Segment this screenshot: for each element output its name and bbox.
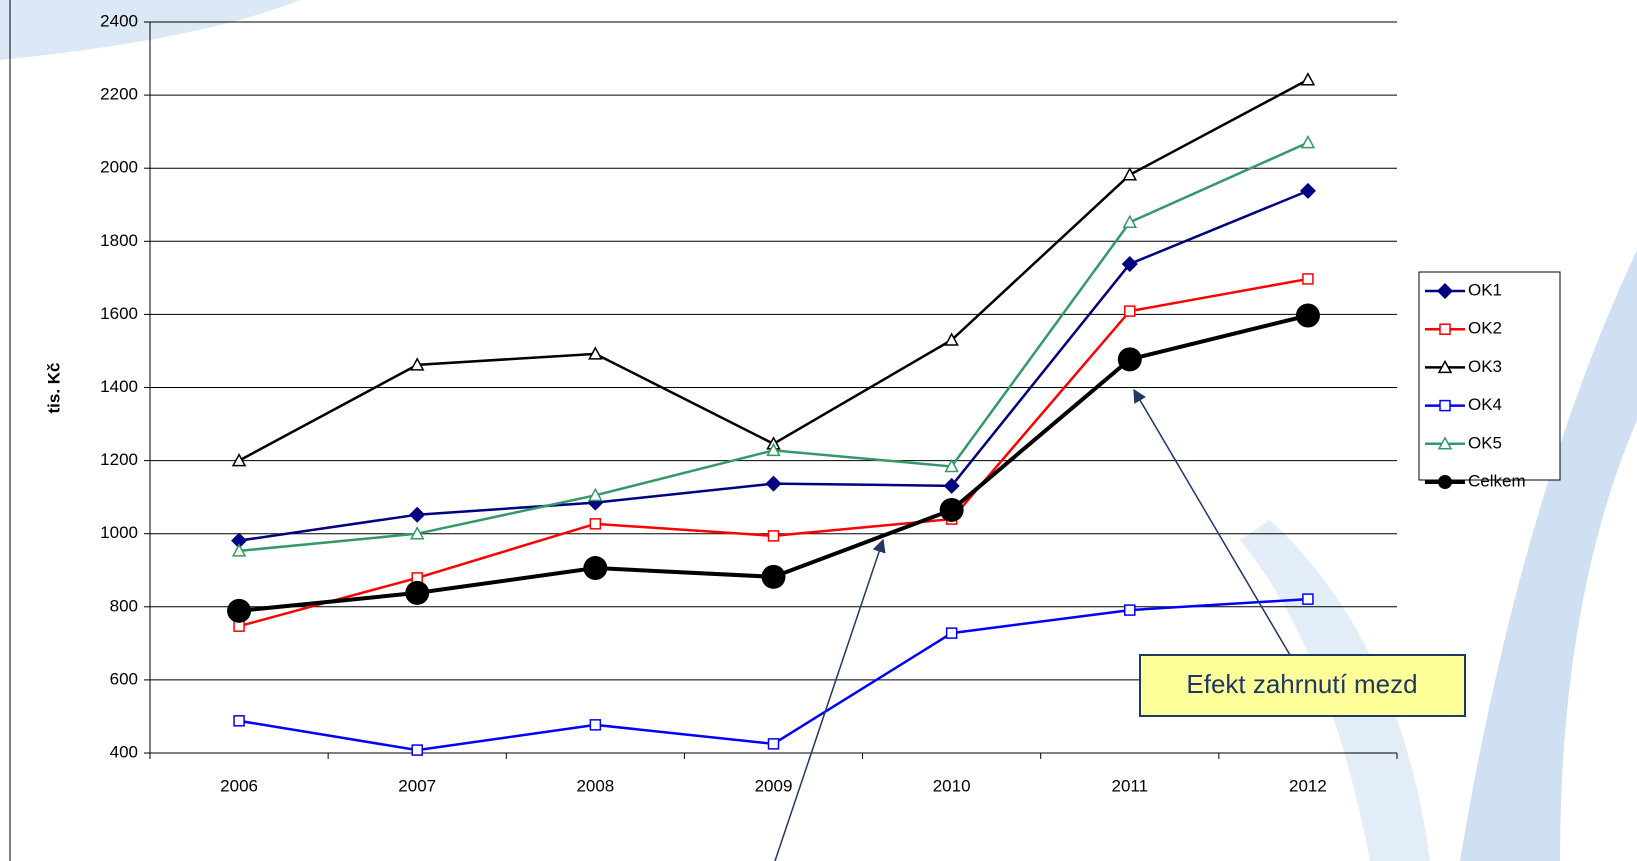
marker — [945, 627, 958, 639]
marker — [1302, 593, 1314, 605]
x-tick-label: 2007 — [398, 776, 436, 795]
legend-entry: OK3 — [1425, 357, 1502, 376]
y-tick-label: 1600 — [100, 304, 138, 323]
marker — [939, 497, 964, 522]
marker — [1124, 604, 1136, 616]
marker — [944, 332, 959, 346]
marker — [588, 346, 603, 360]
plot-area: 400 600 800 1000 1200 1400 1600 1800 2000 2200 240… — [100, 11, 1561, 795]
y-tick-label: 1800 — [100, 231, 138, 250]
marker — [589, 719, 602, 731]
marker — [588, 487, 603, 502]
marker — [1302, 273, 1314, 285]
legend-label: OK1 — [1468, 280, 1502, 299]
marker — [1439, 399, 1451, 412]
y-tick-label: 1400 — [100, 377, 138, 396]
legend-label: OK3 — [1468, 357, 1502, 376]
marker — [944, 458, 959, 473]
y-tick-label: 1200 — [100, 450, 138, 469]
legend-label: Celkem — [1468, 471, 1526, 490]
marker — [233, 715, 245, 727]
marker — [765, 475, 782, 492]
y-tick-label: 2200 — [100, 85, 138, 104]
annotation-text: Efekt zahrnutí mezd — [1186, 669, 1417, 699]
annotation-arrow — [1133, 388, 1291, 656]
y-tick-label: 1000 — [100, 523, 138, 542]
marker — [1300, 72, 1316, 86]
annotation-arrow — [774, 538, 886, 861]
marker — [589, 518, 602, 530]
legend-label: OK2 — [1468, 319, 1502, 338]
marker — [1124, 305, 1136, 317]
annotation: Efekt zahrnutí mezd — [774, 388, 1466, 861]
y-tick-label: 2400 — [100, 11, 138, 30]
legend-entry: OK1 — [1425, 280, 1502, 299]
y-tick-label: 800 — [110, 596, 138, 615]
y-tick-label: 600 — [110, 669, 138, 688]
annotation-box — [1139, 654, 1466, 717]
x-tick-label: 2008 — [576, 776, 614, 795]
marker — [767, 738, 780, 750]
legend-label: OK4 — [1468, 395, 1502, 414]
legend-entry: OK5 — [1425, 433, 1502, 452]
marker — [1437, 359, 1453, 374]
x-tick-label: 2011 — [1112, 776, 1149, 795]
marker — [1437, 436, 1453, 450]
marker — [1299, 182, 1316, 199]
marker — [1438, 475, 1452, 489]
y-tick-label: 2000 — [100, 158, 138, 177]
marker — [227, 598, 252, 623]
marker — [761, 564, 786, 589]
x-tick-label: 2009 — [755, 776, 793, 795]
marker — [583, 556, 608, 581]
marker — [405, 580, 430, 605]
marker — [766, 442, 781, 457]
marker — [1122, 214, 1138, 229]
marker — [1295, 303, 1320, 328]
legend-entry: OK2 — [1425, 319, 1502, 338]
legend-entry: Celkem — [1425, 471, 1526, 490]
marker — [943, 477, 960, 494]
marker — [1122, 167, 1138, 181]
marker — [1121, 255, 1138, 272]
series-line — [238, 78, 1309, 462]
marker — [409, 526, 425, 540]
marker — [409, 506, 426, 523]
y-axis-label: tis. Kč — [44, 362, 63, 413]
marker — [231, 532, 248, 549]
marker — [231, 543, 247, 557]
x-tick-label: 2010 — [933, 776, 971, 795]
marker — [1437, 283, 1453, 299]
marker — [1439, 323, 1451, 335]
legend-label: OK5 — [1468, 433, 1502, 452]
marker — [411, 744, 423, 756]
marker — [409, 357, 425, 371]
x-tick-label: 2006 — [220, 776, 258, 795]
marker — [1117, 347, 1142, 372]
legend-entry: OK4 — [1425, 395, 1502, 414]
marker — [1300, 135, 1316, 149]
marker — [767, 530, 780, 542]
x-tick-label: 2012 — [1289, 776, 1327, 795]
marker — [231, 453, 247, 467]
y-tick-label: 400 — [110, 742, 138, 761]
